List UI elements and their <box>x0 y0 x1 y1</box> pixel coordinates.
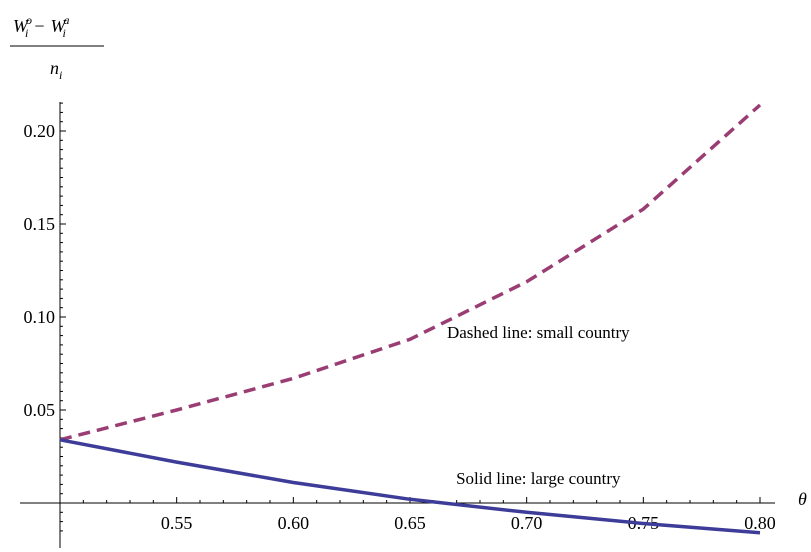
y-label-w-o: W <box>13 16 30 36</box>
y-tick-label: 0.05 <box>24 400 56 420</box>
axes: 0.55 0.60 0.65 0.70 0.75 0.800.050.100.150.20… <box>20 102 807 548</box>
y-label-numerator: Wo i − Wa i <box>13 13 70 40</box>
annotations: Dashed line: small country Solid line: la… <box>447 323 630 488</box>
y-label-denominator: ni <box>50 58 62 82</box>
y-axis-label: Wo i − Wa i ni <box>10 13 104 82</box>
x-axis-label: θ <box>798 489 807 509</box>
x-tick-label: 0.70 <box>511 513 543 533</box>
dashed-series-line <box>59 103 762 442</box>
y-tick-label: 0.15 <box>24 214 56 234</box>
y-tick-label: 0.20 <box>24 121 56 141</box>
solid-series-line <box>59 438 761 535</box>
x-tick-label: 0.55 <box>161 513 193 533</box>
x-tick-label: 0.60 <box>278 513 310 533</box>
y-tick-label: 0.10 <box>24 307 56 327</box>
annotation-label: Dashed line: small country <box>447 323 630 342</box>
annotation-label: Solid line: large country <box>456 469 621 488</box>
x-tick-label: 0.65 <box>394 513 426 533</box>
series-layer <box>59 103 762 535</box>
x-tick-label: 0.80 <box>744 513 776 533</box>
